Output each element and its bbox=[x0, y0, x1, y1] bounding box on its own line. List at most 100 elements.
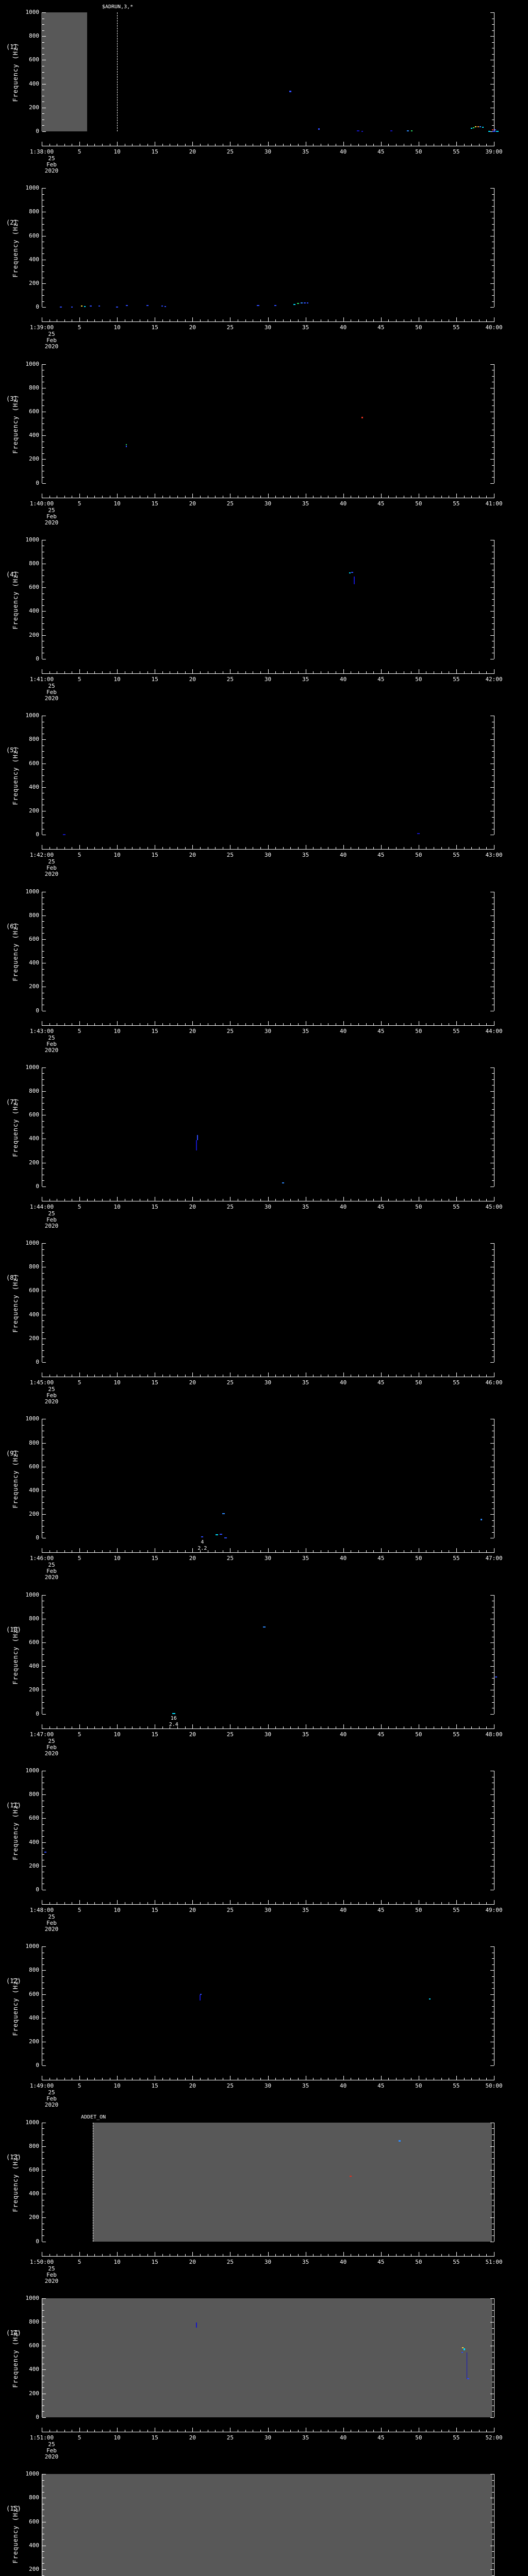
spectrogram-panel: (7) Frequency (Hz) 0 200 400 600 800 1000 1:44:0… bbox=[0, 1055, 528, 1231]
date-label-line-1: 25 bbox=[48, 1210, 55, 1217]
time-tick-label: 5 bbox=[77, 2434, 81, 2441]
y-tick-right bbox=[492, 2188, 494, 2189]
y-tick-right bbox=[492, 1261, 494, 1262]
time-tick bbox=[79, 2076, 80, 2080]
y-tick-right bbox=[492, 757, 494, 758]
time-tick-label: 20 bbox=[189, 500, 196, 507]
time-tick bbox=[298, 2078, 299, 2080]
time-tick bbox=[132, 671, 133, 673]
y-tick-left bbox=[42, 1443, 46, 1444]
y-tick-left bbox=[42, 1526, 44, 1527]
time-tick bbox=[441, 2253, 442, 2256]
time-tick bbox=[366, 495, 367, 498]
y-tick-label: 200 bbox=[29, 2038, 39, 2045]
y-tick-right bbox=[492, 2405, 494, 2406]
date-label-line-2: Feb bbox=[46, 2447, 57, 2454]
time-tick bbox=[343, 1021, 344, 1025]
y-tick-label: 800 bbox=[29, 560, 39, 567]
time-tick bbox=[381, 317, 382, 322]
time-tick-label: 25 bbox=[226, 2082, 234, 2090]
time-tick bbox=[313, 144, 314, 146]
time-tick-label: 30 bbox=[264, 852, 272, 859]
event-mark bbox=[361, 417, 363, 418]
panel-index-label: (13) bbox=[6, 2153, 21, 2161]
time-tick-label: 50 bbox=[415, 1379, 422, 1386]
y-tick-right bbox=[490, 611, 494, 612]
y-tick-left bbox=[42, 283, 46, 284]
time-tick bbox=[192, 142, 193, 146]
y-tick-right bbox=[490, 1714, 494, 1715]
y-tick-left bbox=[42, 1520, 44, 1521]
y-tick-label: 400 bbox=[29, 1663, 39, 1670]
time-tick bbox=[102, 1375, 103, 1377]
time-tick bbox=[94, 847, 95, 850]
time-tick bbox=[298, 1198, 299, 1201]
y-tick-right bbox=[492, 1079, 494, 1080]
time-tick bbox=[268, 1372, 269, 1377]
time-tick bbox=[358, 2253, 359, 2256]
y-tick-label: 600 bbox=[29, 759, 39, 767]
time-tick bbox=[441, 847, 442, 850]
time-tick-label: 20 bbox=[189, 2258, 196, 2265]
y-tick-left bbox=[42, 1079, 44, 1080]
event-mark bbox=[196, 1135, 198, 1140]
y-tick-label: 600 bbox=[29, 1815, 39, 1822]
y-tick-right bbox=[492, 1150, 494, 1151]
y-tick-left bbox=[42, 2065, 46, 2066]
y-tick-right bbox=[492, 1976, 494, 1977]
y-tick-right bbox=[492, 2340, 494, 2341]
time-tick bbox=[200, 1023, 201, 1025]
y-tick-right bbox=[492, 2152, 494, 2153]
time-tick-label: 10 bbox=[113, 1203, 121, 1210]
y-tick-right bbox=[492, 2036, 494, 2037]
time-tick bbox=[478, 1198, 480, 1201]
time-end-label: 39:00 bbox=[485, 148, 503, 155]
y-tick-right bbox=[492, 599, 494, 600]
time-tick-label: 50 bbox=[415, 1907, 422, 1913]
time-tick bbox=[177, 2078, 178, 2080]
time-tick bbox=[64, 847, 65, 850]
panel-index-label: (1) bbox=[6, 43, 18, 50]
time-tick bbox=[102, 1198, 103, 1201]
y-tick-right bbox=[490, 2322, 494, 2323]
time-tick bbox=[245, 1902, 246, 1904]
y-tick-right bbox=[492, 1484, 494, 1485]
y-tick-left bbox=[42, 1702, 44, 1703]
y-tick-label: 0 bbox=[36, 831, 39, 838]
y-tick-left bbox=[42, 1425, 44, 1426]
y-axis-title: Frequency (Hz) bbox=[12, 921, 19, 981]
time-tick bbox=[373, 671, 374, 673]
time-tick bbox=[117, 1900, 118, 1904]
time-tick-label: 20 bbox=[189, 852, 196, 859]
time-tick bbox=[441, 1550, 442, 1553]
time-tick bbox=[388, 2429, 389, 2432]
time-tick bbox=[366, 1550, 367, 1553]
time-tick bbox=[395, 144, 397, 146]
time-tick bbox=[268, 1548, 269, 1553]
event-mark bbox=[80, 306, 82, 307]
y-tick-left bbox=[42, 817, 44, 818]
time-axis-line bbox=[42, 673, 494, 674]
time-tick bbox=[366, 847, 367, 850]
y-tick-left bbox=[42, 2569, 46, 2570]
time-tick bbox=[147, 2429, 148, 2432]
event-mark bbox=[296, 303, 299, 304]
time-tick-label: 55 bbox=[453, 1555, 460, 1562]
event-mark bbox=[215, 1534, 218, 1535]
time-tick bbox=[343, 2076, 344, 2080]
y-tick-left bbox=[42, 1273, 44, 1274]
time-tick bbox=[388, 1902, 389, 1904]
event-mark bbox=[161, 305, 163, 307]
time-tick-label: 25 bbox=[226, 1555, 234, 1562]
y-tick-right bbox=[492, 253, 494, 255]
event-mark bbox=[467, 2378, 470, 2379]
time-tick-label: 30 bbox=[264, 1203, 272, 1210]
time-tick bbox=[366, 2253, 367, 2256]
time-tick bbox=[215, 1726, 216, 1728]
time-tick bbox=[260, 847, 261, 850]
date-label-line-2: Feb bbox=[46, 1568, 57, 1575]
y-axis-title: Frequency (Hz) bbox=[12, 394, 19, 454]
date-label-line-3: 2020 bbox=[44, 1750, 59, 1757]
y-tick-left bbox=[42, 2369, 46, 2370]
y-tick-left bbox=[42, 2140, 44, 2141]
